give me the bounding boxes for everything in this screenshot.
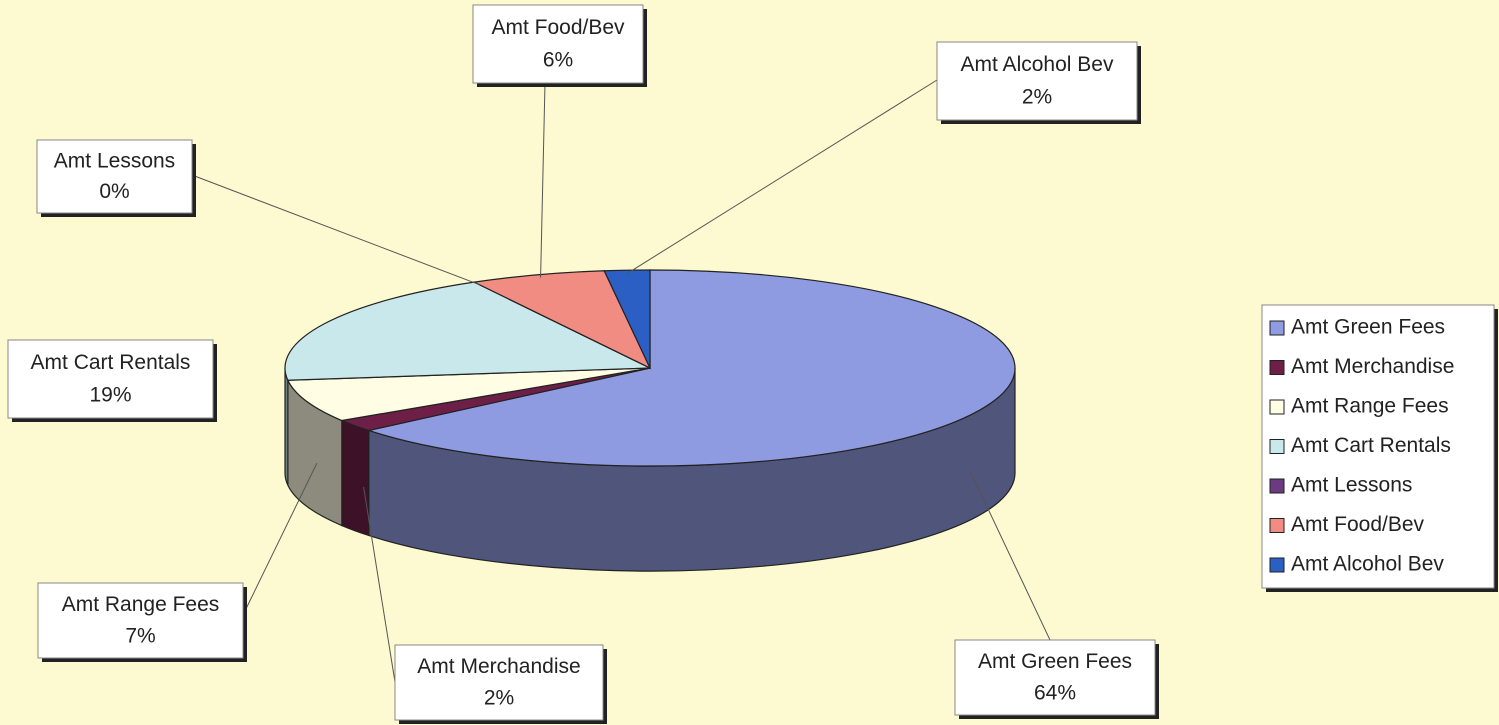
slice-side (341, 419, 370, 537)
slice-label: Amt Green Fees (978, 650, 1132, 673)
slice-value-label: 64% (1034, 682, 1076, 705)
slice-top (472, 270, 652, 370)
slice-value-label: 2% (1022, 86, 1052, 109)
legend-box (1261, 304, 1495, 589)
slice-label: Amt Lessons (54, 149, 175, 172)
legend-swatch (1269, 439, 1285, 454)
legend-label: Amt Food/Bev (1291, 513, 1425, 536)
slice-label: Amt Cart Rentals (31, 351, 191, 374)
label-box (472, 4, 644, 84)
slice-side (284, 367, 289, 486)
leader-line (540, 82, 546, 278)
slice-value-label: 0% (99, 180, 129, 203)
legend-swatch (1269, 557, 1285, 573)
leader-line (191, 174, 480, 286)
slice-top (603, 269, 651, 369)
label-box (936, 41, 1138, 121)
slice-value-label: 19% (89, 384, 131, 407)
slice-label: Amt Alcohol Bev (961, 53, 1114, 76)
label-box (37, 582, 244, 659)
legend-label: Amt Green Fees (1291, 316, 1445, 339)
slice-value-label: 6% (543, 49, 573, 72)
slice-value-label: 7% (125, 625, 155, 648)
legend-swatch (1269, 478, 1285, 494)
slice-label: Amt Food/Bev (491, 16, 625, 39)
legend-swatch (1269, 360, 1285, 375)
legend-swatch (1269, 399, 1285, 415)
legend-label: Amt Merchandise (1291, 355, 1454, 378)
slice-top (366, 269, 1016, 467)
slice-value-label: 2% (484, 687, 514, 710)
label-box (954, 639, 1156, 716)
legend-label: Amt Lessons (1291, 474, 1412, 497)
label-box (7, 339, 214, 419)
slice-label: Amt Range Fees (62, 593, 220, 616)
label-box (394, 644, 604, 721)
leader-line (627, 79, 938, 274)
slice-label: Amt Merchandise (417, 655, 580, 678)
leader-line (969, 471, 1051, 641)
legend-label: Amt Range Fees (1291, 395, 1449, 418)
legend-label: Amt Cart Rentals (1291, 434, 1451, 457)
label-box (36, 139, 193, 214)
legend-label: Amt Alcohol Bev (1291, 553, 1444, 576)
legend-swatch (1269, 320, 1285, 336)
leader-line (242, 462, 318, 616)
slice-top (286, 367, 651, 422)
leader-line (363, 486, 396, 683)
slice-top (284, 281, 651, 381)
legend-swatch (1269, 518, 1285, 533)
